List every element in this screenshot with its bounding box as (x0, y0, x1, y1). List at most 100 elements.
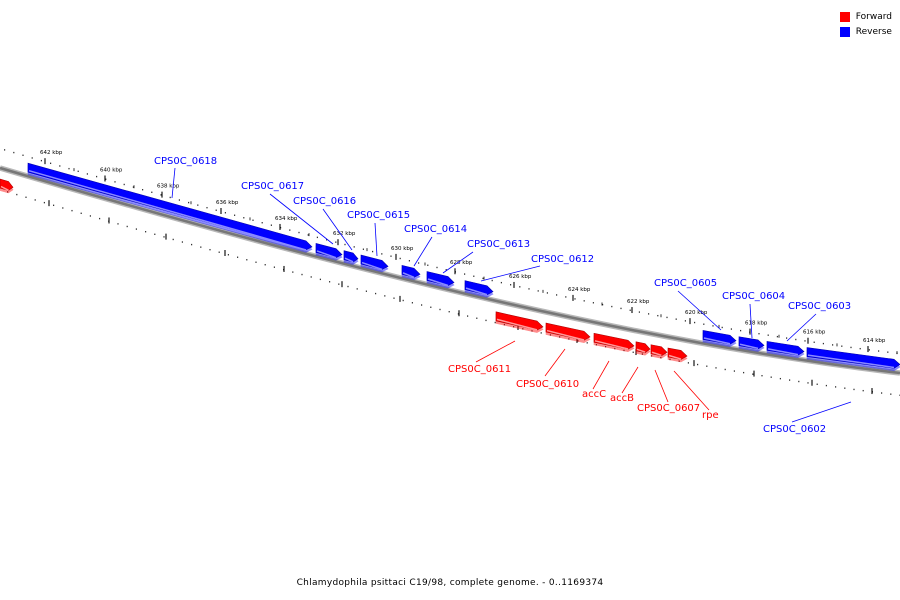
gene-cps0c-0615[interactable] (360, 254, 389, 270)
gene-label-cps0c-0618[interactable]: CPS0C_0618 (154, 156, 217, 167)
gene-label-cps0c-0602[interactable]: CPS0C_0602 (763, 424, 826, 435)
gene-cps0c-0610[interactable] (545, 322, 591, 341)
scale-dot (4, 149, 6, 151)
gene-cps0c-0610-highlight (546, 329, 585, 341)
scale-dot (252, 219, 254, 221)
scale-dot (740, 329, 742, 332)
tick-label: 620 kbp (685, 310, 708, 316)
gene-label-cps0c-0614[interactable]: CPS0C_0614 (404, 224, 467, 235)
gene-label-accc[interactable]: accC (582, 389, 606, 400)
leader-line (621, 366, 639, 394)
gene-label-cps0c-0612[interactable]: CPS0C_0612 (531, 254, 594, 265)
gene-label-cps0c-0617[interactable]: CPS0C_0617 (241, 181, 304, 192)
scale-dot (844, 387, 846, 389)
scale-dot (123, 183, 125, 186)
gene-cps0c-0605[interactable] (702, 330, 737, 345)
scale-dot (822, 342, 824, 345)
scale-dot (733, 370, 735, 372)
gene-label-cps0c-0610[interactable]: CPS0C_0610 (516, 379, 579, 390)
scale-dot (503, 323, 505, 326)
scale-dot (246, 259, 248, 261)
tick-label: 614 kbp (863, 338, 886, 344)
scale-dot (13, 151, 15, 154)
scale-dot (99, 217, 101, 220)
gene-cps0c-0612[interactable] (464, 280, 494, 296)
gene-label-cps0c-0611[interactable]: CPS0C_0611 (448, 364, 511, 375)
gene-label-accb[interactable]: accB (610, 393, 634, 404)
scale-dot (835, 386, 837, 388)
leader-line (791, 401, 852, 423)
scale-dot (209, 248, 211, 251)
scale-dot (776, 335, 778, 338)
scale-dot (270, 224, 272, 226)
gene-cps0c-0602[interactable] (806, 347, 900, 369)
gene-cps0c-0618[interactable] (27, 162, 313, 251)
legend-forward[interactable]: Forward (839, 9, 892, 24)
scale-dot (7, 191, 9, 193)
leader-line (677, 290, 722, 331)
gene-label-cps0c-0604[interactable]: CPS0C_0604 (722, 291, 785, 302)
tick-label: 622 kbp (627, 299, 650, 305)
scale-dot (583, 300, 585, 302)
scale-dot (678, 360, 680, 362)
gene-label-cps0c-0615[interactable]: CPS0C_0615 (347, 210, 410, 221)
leader-line (442, 251, 474, 274)
scale-dot (467, 315, 469, 317)
scale-dot (43, 201, 45, 204)
forward-swatch (839, 11, 850, 22)
scale-dot (684, 320, 686, 322)
gene-cps0c-0617[interactable] (315, 243, 343, 258)
gene-label-cps0c-0613[interactable]: CPS0C_0613 (467, 239, 530, 250)
gene-cps0c-0611[interactable] (495, 311, 544, 331)
scale-dot (25, 196, 27, 198)
scale-dot (473, 275, 475, 277)
gene-label-cps0c-0607[interactable]: CPS0C_0607 (637, 403, 700, 414)
scale-dot (224, 212, 226, 214)
scale-dot (537, 290, 539, 292)
scale-dot (188, 201, 190, 204)
gene-cps0c-0611-highlight (496, 318, 538, 331)
scale-dot (648, 313, 650, 315)
gene-cps0c-0613[interactable] (426, 271, 455, 286)
scale-dot (890, 393, 892, 395)
scale-dot (789, 379, 791, 381)
gene-label-cps0c-0605[interactable]: CPS0C_0605 (654, 278, 717, 289)
gene-label-cps0c-0603[interactable]: CPS0C_0603 (788, 301, 851, 312)
scale-dot (712, 325, 714, 327)
tick-label: 618 kbp (745, 321, 768, 327)
scale-dot (381, 253, 383, 255)
gene-cps0c-0618-highlight (28, 169, 307, 251)
scale-dot (68, 167, 70, 170)
gene-accc[interactable] (593, 332, 635, 350)
scale-dot (825, 384, 827, 387)
gene-label-cps0c-0616[interactable]: CPS0C_0616 (293, 196, 356, 207)
scale-dot (804, 340, 806, 342)
genome-caption: Chlamydophila psittaci C19/98, complete … (296, 578, 604, 588)
scale-dot (154, 233, 156, 235)
scale-dot (510, 284, 512, 286)
scale-dot (694, 321, 696, 324)
scale-dot (34, 199, 36, 201)
scale-dot (197, 204, 199, 206)
legend-reverse[interactable]: Reverse (839, 24, 892, 39)
tick-label: 624 kbp (568, 287, 591, 293)
scale-dot (316, 236, 318, 239)
tick-label: 616 kbp (803, 330, 826, 336)
scale-dot (770, 376, 772, 378)
leader-line (544, 348, 566, 377)
scale-dot (795, 338, 797, 341)
scale-dot (329, 281, 331, 283)
scale-dot (402, 299, 404, 302)
scale-dot (881, 392, 883, 394)
scale-dot (703, 323, 705, 325)
scale-dot (779, 377, 781, 380)
gene-cps0c-0603[interactable] (766, 341, 805, 356)
leader-line (171, 167, 176, 199)
scale-dot (816, 383, 818, 385)
scale-dot (31, 157, 33, 159)
scale-dot (660, 356, 662, 359)
scale-dot (362, 248, 364, 250)
gene-label-rpe[interactable]: rpe (702, 410, 719, 421)
scale-dot (430, 306, 432, 308)
scale-dot (611, 305, 613, 308)
